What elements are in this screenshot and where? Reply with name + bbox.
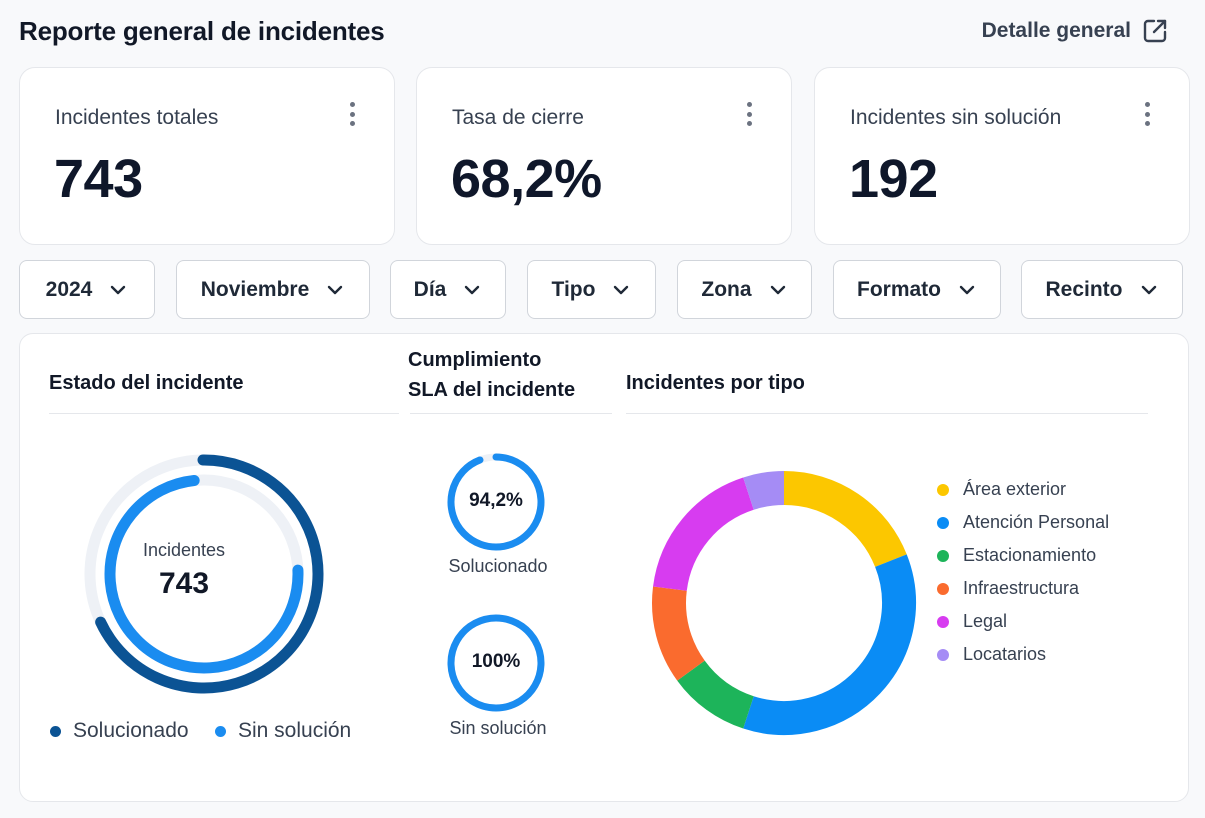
divider bbox=[410, 413, 612, 414]
filter-day[interactable]: Día bbox=[390, 260, 506, 319]
filter-label: Recinto bbox=[1045, 277, 1123, 301]
legend-label: Estacionamiento bbox=[963, 545, 1097, 565]
legend-unsolved: Sin solución bbox=[215, 719, 351, 743]
filter-label: Zona bbox=[701, 277, 752, 301]
legend-solved: Solucionado bbox=[50, 719, 189, 743]
legend-label: Infraestructura bbox=[963, 578, 1080, 598]
unsolved-arc bbox=[104, 475, 304, 674]
divider bbox=[626, 413, 1148, 414]
legend-label: Locatarios bbox=[963, 644, 1047, 664]
donut-slice-infraestructura bbox=[652, 586, 706, 681]
status-center-label: Incidentes bbox=[142, 540, 226, 560]
kpi-value: 192 bbox=[849, 149, 938, 209]
kpi-card-unsolved: Incidentes sin solución 192 bbox=[814, 67, 1190, 245]
legend-item: Legal bbox=[937, 605, 1109, 638]
gauge-fill bbox=[447, 453, 545, 551]
legend-item: Atención Personal bbox=[937, 506, 1109, 539]
chevron-down-icon bbox=[614, 285, 629, 294]
sla-gauge-unsolved bbox=[447, 614, 545, 712]
sla-value: 100% bbox=[471, 651, 521, 672]
filter-label: Noviembre bbox=[200, 277, 310, 301]
chevron-down-icon bbox=[959, 285, 975, 294]
type-legend: Área exterior Atención Personal Estacionam… bbox=[937, 473, 1109, 671]
sla-section-title-line2: SLA del incidente bbox=[408, 379, 576, 401]
type-section-title: Incidentes por tipo bbox=[626, 372, 805, 394]
legend-item: Estacionamiento bbox=[937, 539, 1109, 572]
chevron-down-icon bbox=[465, 285, 480, 294]
legend-dot bbox=[937, 516, 949, 529]
kpi-value: 68,2% bbox=[451, 149, 602, 209]
donut-slice-área-exterior bbox=[783, 471, 907, 568]
chevron-down-icon bbox=[328, 285, 343, 294]
chevron-down-icon bbox=[111, 285, 126, 294]
sla-caption: Solucionado bbox=[448, 556, 548, 576]
detail-general-label: Detalle general bbox=[981, 19, 1131, 42]
filter-venue[interactable]: Recinto bbox=[1021, 260, 1183, 319]
legend-dot bbox=[937, 549, 949, 562]
legend-dot bbox=[937, 483, 949, 496]
type-donut-chart bbox=[652, 471, 916, 735]
legend-item: Locatarios bbox=[937, 638, 1109, 671]
status-center-value: 743 bbox=[158, 567, 210, 600]
chevron-down-icon bbox=[770, 285, 785, 294]
divider bbox=[49, 413, 399, 414]
legend-dot bbox=[937, 582, 949, 595]
page-title: Reporte general de incidentes bbox=[19, 16, 385, 46]
kpi-card-total: Incidentes totales 743 bbox=[19, 67, 395, 245]
filter-month[interactable]: Noviembre bbox=[176, 260, 370, 319]
filter-zone[interactable]: Zona bbox=[677, 260, 812, 319]
filter-label: Formato bbox=[857, 277, 941, 301]
chevron-down-icon bbox=[1141, 285, 1156, 294]
donut-slice-legal bbox=[653, 477, 755, 592]
gauge-fill bbox=[447, 614, 545, 712]
kpi-card-closure-rate: Tasa de cierre 68,2% bbox=[416, 67, 792, 245]
kpi-label: Incidentes sin solución bbox=[850, 106, 1062, 129]
more-vertical-icon[interactable] bbox=[1139, 100, 1155, 128]
legend-label: Solucionado bbox=[73, 719, 189, 742]
filter-label: Tipo bbox=[551, 277, 596, 301]
filter-type[interactable]: Tipo bbox=[527, 260, 656, 319]
sla-caption: Sin solución bbox=[449, 718, 547, 738]
donut-slice-estacionamiento bbox=[677, 660, 755, 729]
filter-year[interactable]: 2024 bbox=[19, 260, 155, 319]
legend-dot bbox=[937, 615, 949, 628]
sla-gauge-solved bbox=[447, 453, 545, 551]
legend-label: Sin solución bbox=[238, 719, 352, 742]
donut-slice-atención-personal bbox=[743, 554, 916, 735]
detail-general-link[interactable]: Detalle general bbox=[982, 17, 1169, 45]
legend-item: Infraestructura bbox=[937, 572, 1109, 605]
status-ring-chart bbox=[84, 454, 324, 694]
external-link-icon bbox=[1143, 19, 1167, 43]
filter-label: Día bbox=[413, 277, 447, 301]
legend-item: Área exterior bbox=[937, 473, 1109, 506]
legend-dot bbox=[215, 725, 226, 737]
kpi-value: 743 bbox=[54, 149, 143, 209]
legend-label: Atención Personal bbox=[963, 512, 1110, 532]
filter-format[interactable]: Formato bbox=[833, 260, 1001, 319]
legend-dot bbox=[937, 648, 949, 661]
filter-label: 2024 bbox=[45, 277, 93, 301]
legend-dot bbox=[50, 725, 61, 737]
more-vertical-icon[interactable] bbox=[344, 100, 360, 128]
sla-section-title-line1: Cumplimiento bbox=[408, 349, 542, 371]
legend-label: Legal bbox=[963, 611, 1008, 631]
legend-label: Área exterior bbox=[963, 479, 1067, 499]
donut-slice-locatarios bbox=[743, 471, 785, 510]
more-vertical-icon[interactable] bbox=[741, 100, 757, 128]
sla-value: 94,2% bbox=[469, 490, 523, 511]
charts-panel bbox=[19, 333, 1189, 802]
kpi-label: Tasa de cierre bbox=[452, 106, 584, 129]
solved-arc bbox=[95, 454, 324, 694]
status-section-title: Estado del incidente bbox=[49, 372, 244, 394]
kpi-label: Incidentes totales bbox=[55, 106, 219, 129]
